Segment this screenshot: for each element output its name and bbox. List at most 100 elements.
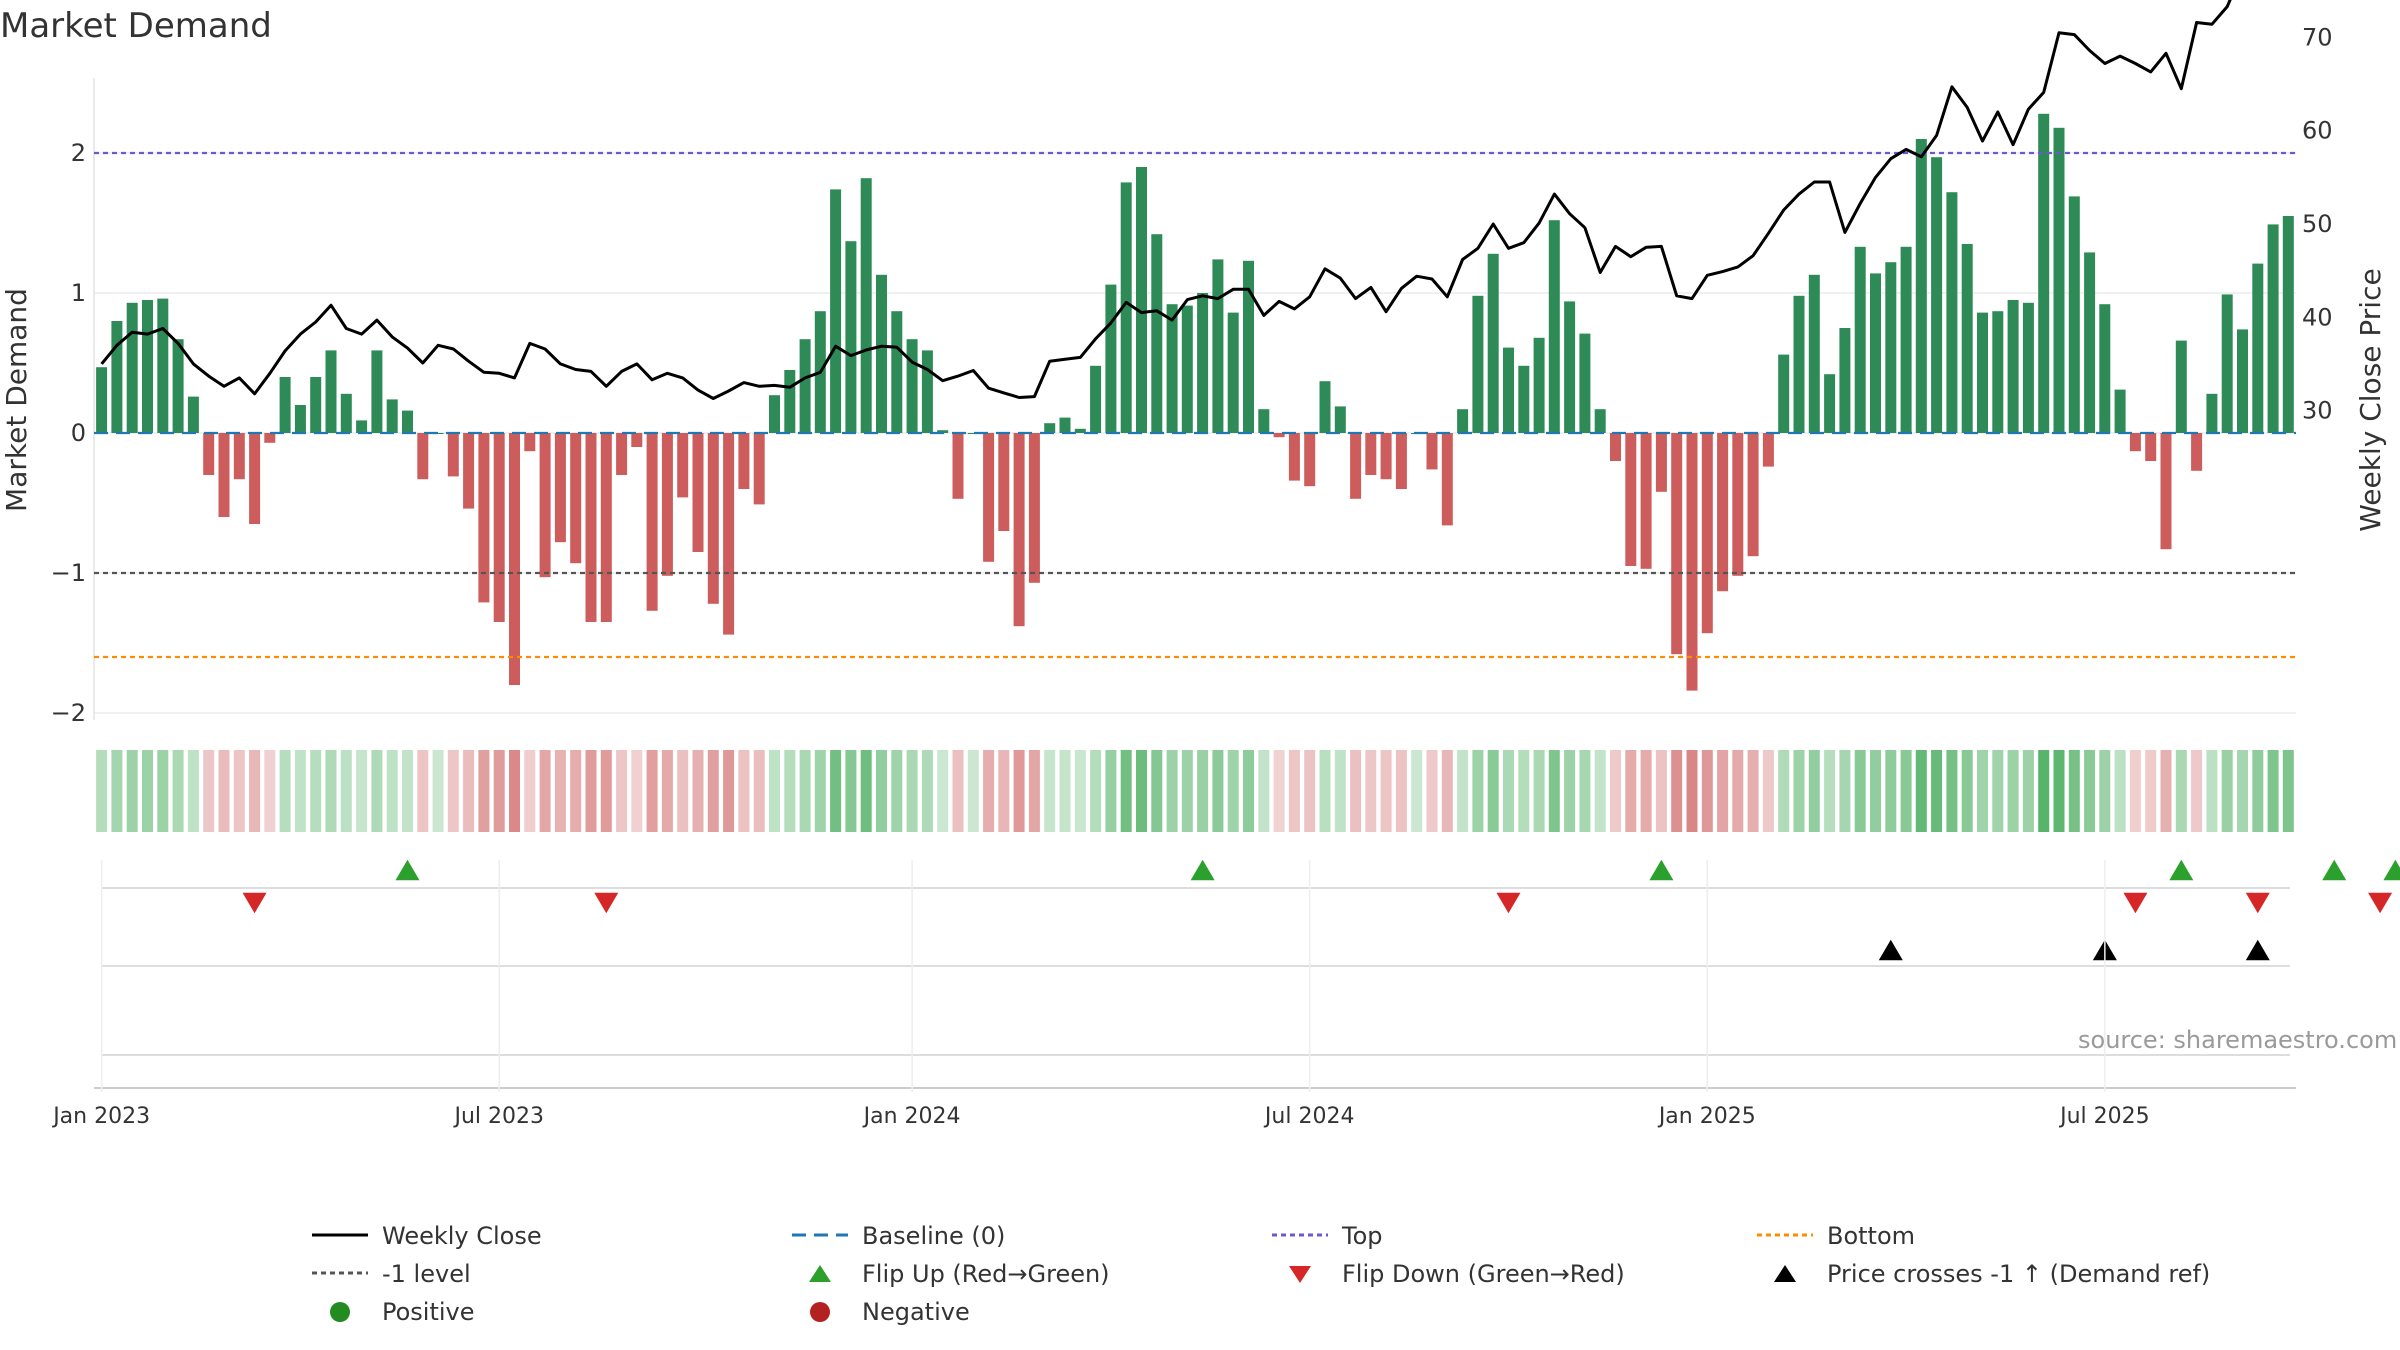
heatmap-cell: [2267, 750, 2279, 832]
heatmap-cell: [1778, 750, 1790, 832]
price-cross-marker: [2245, 939, 2270, 961]
heatmap-cell: [967, 750, 979, 832]
y-left-tick-label: 0: [71, 419, 86, 447]
heatmap-cell: [111, 750, 123, 832]
heatmap-cell: [1181, 750, 1193, 832]
demand-bar: [1977, 312, 1988, 433]
heatmap-cell: [1824, 750, 1836, 832]
heatmap-cell: [1319, 750, 1331, 832]
heatmap-cell: [554, 750, 566, 832]
flip-up-marker: [1190, 859, 1215, 881]
demand-bar: [1548, 220, 1560, 433]
legend-symbol-dot-purple: [1270, 1225, 1330, 1249]
y-left-tick-label: 2: [71, 139, 86, 167]
heatmap-cell: [2175, 750, 2187, 832]
demand-bar: [2252, 263, 2264, 433]
legend-label: Price crosses -1 ↑ (Demand ref): [1827, 1260, 2211, 1288]
demand-bar: [1701, 433, 1713, 634]
heatmap-cell: [2237, 750, 2248, 832]
heatmap-cell: [218, 750, 230, 832]
demand-bar: [1594, 409, 1606, 433]
heatmap-cell: [814, 750, 826, 832]
demand-bar: [2175, 340, 2187, 433]
heatmap-cell: [769, 750, 780, 832]
flip-up-marker: [2383, 859, 2400, 881]
demand-bar: [493, 433, 505, 622]
demand-bar: [1564, 301, 1576, 433]
heatmap-cell: [2252, 750, 2264, 832]
demand-bar: [294, 405, 306, 433]
demand-bar: [952, 433, 964, 499]
heatmap-cell: [96, 750, 108, 832]
demand-bar: [478, 433, 490, 603]
heatmap-cell: [493, 750, 505, 832]
demand-bar: [1243, 260, 1254, 433]
heatmap-cell: [172, 750, 184, 832]
x-tick-label: Jan 2024: [862, 1104, 961, 1129]
heatmap-cell: [906, 750, 918, 832]
heatmap-cell: [891, 750, 903, 832]
demand-bar: [1747, 433, 1759, 557]
demand-bar: [2007, 300, 2019, 433]
heatmap-cell: [2145, 750, 2157, 832]
demand-bar: [1181, 305, 1193, 433]
demand-bar: [111, 321, 123, 433]
demand-bar: [631, 433, 643, 447]
heatmap-cell: [2053, 750, 2065, 832]
y-left-tick-label: −2: [51, 699, 86, 727]
demand-bar: [1319, 381, 1331, 433]
demand-bar: [1288, 433, 1300, 481]
demand-bar: [2129, 433, 2141, 452]
heatmap-cell: [1472, 750, 1484, 832]
heatmap-cell: [2007, 750, 2019, 832]
demand-bar: [1350, 433, 1362, 499]
heatmap-cell: [1151, 750, 1163, 832]
demand-bar: [2221, 294, 2233, 433]
heatmap-cell: [1640, 750, 1652, 832]
heatmap-cell: [371, 750, 383, 832]
heatmap-cell: [1028, 750, 1040, 832]
demand-bar: [1304, 433, 1316, 487]
demand-bar: [1197, 293, 1209, 433]
x-tick-label: Jan 2025: [1657, 1104, 1756, 1129]
heatmap-cell: [1518, 750, 1530, 832]
heatmap-cell: [1931, 750, 1943, 832]
heatmap-cell: [447, 750, 459, 832]
demand-bar: [157, 298, 169, 433]
demand-bar: [1992, 311, 2004, 433]
demand-bar: [1625, 433, 1637, 566]
demand-bar: [2145, 433, 2157, 461]
demand-bar: [2191, 433, 2203, 471]
demand-bar: [1059, 417, 1071, 433]
heatmap-cell: [142, 750, 153, 832]
x-tick-label: Jul 2024: [1263, 1104, 1355, 1129]
demand-bar: [509, 433, 520, 685]
heatmap-cell: [1686, 750, 1698, 832]
demand-bar: [692, 433, 704, 552]
flip-down-marker: [2368, 892, 2393, 914]
heatmap-cell: [1273, 750, 1285, 832]
demand-bar: [1120, 182, 1132, 433]
legend-symbol-line-black: [310, 1225, 370, 1249]
demand-bar: [402, 410, 413, 433]
heatmap-cell: [1594, 750, 1606, 832]
x-tick-label: Jul 2025: [2058, 1104, 2150, 1129]
legend-label: Flip Up (Red→Green): [862, 1260, 1110, 1288]
heatmap-cell: [2038, 750, 2050, 832]
demand-bar: [539, 433, 551, 578]
heatmap-cell: [524, 750, 536, 832]
demand-bar: [784, 370, 796, 433]
heatmap-cell: [2099, 750, 2111, 832]
y-right-tick-label: 70: [2302, 23, 2333, 51]
legend-label: Flip Down (Green→Red): [1342, 1260, 1625, 1288]
heatmap-cell: [1900, 750, 1912, 832]
price-line: [100, 0, 2232, 400]
demand-bar: [1778, 354, 1790, 433]
demand-bar: [1839, 328, 1851, 433]
heatmap-cell: [738, 750, 750, 832]
flip-down-marker: [2245, 892, 2270, 914]
demand-bar: [2022, 302, 2034, 433]
y-right-tick-label: 40: [2302, 303, 2333, 331]
y-left-tick-label: −1: [51, 559, 86, 587]
heatmap-cell: [1227, 750, 1239, 832]
